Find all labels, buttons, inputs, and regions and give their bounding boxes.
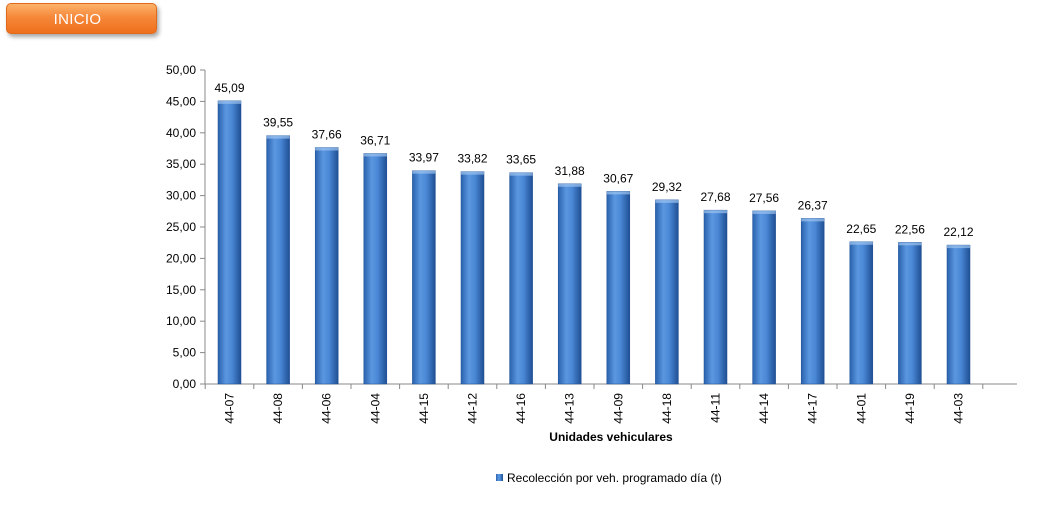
y-tick-label: 50,00 <box>166 63 196 77</box>
x-tick-label: 44-01 <box>854 393 868 424</box>
data-label: 22,65 <box>846 222 876 236</box>
data-label: 22,12 <box>943 225 973 239</box>
x-tick-label: 44-07 <box>223 393 237 424</box>
data-label: 29,32 <box>652 180 682 194</box>
x-tick-label: 44-06 <box>320 393 334 424</box>
y-tick-label: 10,00 <box>166 314 196 328</box>
y-tick-label: 45,00 <box>166 94 196 108</box>
y-axis: 0,00 5,00 10,00 15,00 20,00 25,00 30,00 35,00 40… <box>166 63 206 391</box>
data-label: 33,97 <box>409 151 439 165</box>
data-labels: 45,09 39,55 37,66 36,71 33,97 33,82 33,65 31,88… <box>214 81 973 239</box>
x-tick-label: 44-17 <box>806 393 820 424</box>
x-tick-label: 44-16 <box>514 393 528 424</box>
y-tick-label: 0,00 <box>173 377 197 391</box>
y-tick-label: 30,00 <box>166 189 196 203</box>
bar <box>314 147 339 385</box>
data-label: 45,09 <box>214 81 244 95</box>
y-tick-label: 40,00 <box>166 126 196 140</box>
y-tick-label: 25,00 <box>166 220 196 234</box>
x-tick-label: 44-13 <box>563 393 577 424</box>
y-tick-label: 15,00 <box>166 283 196 297</box>
bar-top-bevel <box>801 218 825 222</box>
bar <box>557 183 582 385</box>
inicio-button[interactable]: INICIO <box>6 3 157 34</box>
legend: Recolección por veh. programado día (t) <box>496 471 722 485</box>
bar-top-bevel <box>461 171 484 175</box>
bar <box>606 191 631 385</box>
bar-top-bevel <box>849 241 873 245</box>
bar <box>849 241 874 385</box>
bar-top-bevel <box>266 135 290 139</box>
y-tick-label: 20,00 <box>166 251 196 265</box>
data-label: 22,56 <box>895 222 925 236</box>
bar-top-bevel <box>558 183 582 187</box>
legend-swatch <box>496 474 503 481</box>
x-tick-label: 44-09 <box>611 393 625 424</box>
bar <box>898 242 922 385</box>
bar <box>655 199 679 385</box>
data-label: 27,68 <box>700 190 730 204</box>
bar-top-bevel <box>655 199 679 203</box>
y-tick-label: 35,00 <box>166 157 196 171</box>
x-axis: 44-07 44-08 44-06 44-04 44-15 44-12 44-16 44-13… <box>204 383 1017 424</box>
bar <box>703 209 728 385</box>
bar <box>266 135 290 385</box>
x-axis-title: Unidades vehiculares <box>549 430 673 444</box>
legend-label: Recolección por veh. programado día (t) <box>507 471 722 485</box>
bar <box>946 244 971 385</box>
bar <box>800 218 825 385</box>
x-tick-label: 44-12 <box>466 393 480 424</box>
bars <box>217 100 971 385</box>
bar-top-bevel <box>752 210 776 214</box>
x-tick-label: 44-19 <box>903 393 917 424</box>
data-label: 33,65 <box>506 153 536 167</box>
data-label: 27,56 <box>749 191 779 205</box>
data-label: 31,88 <box>555 164 585 178</box>
bar <box>752 210 776 385</box>
data-label: 30,67 <box>603 171 633 185</box>
bar <box>412 170 436 385</box>
bar <box>460 171 485 385</box>
bar-top-bevel <box>218 100 241 104</box>
data-label: 39,55 <box>263 116 293 130</box>
bar <box>509 172 533 385</box>
bar <box>217 100 242 385</box>
bar-top-bevel <box>412 170 436 174</box>
x-tick-label: 44-15 <box>417 393 431 424</box>
bar-top-bevel <box>947 245 970 249</box>
bar-top-bevel <box>704 210 727 214</box>
data-label: 33,82 <box>457 152 487 166</box>
bar <box>363 153 388 385</box>
x-tick-label: 44-11 <box>709 393 723 423</box>
bar-top-bevel <box>363 153 387 157</box>
x-tick-label: 44-03 <box>952 393 966 424</box>
x-tick-label: 44-18 <box>660 393 674 424</box>
data-label: 26,37 <box>798 198 828 212</box>
x-tick-label: 44-14 <box>757 393 771 424</box>
x-tick-label: 44-04 <box>368 393 382 424</box>
bar-top-bevel <box>315 147 339 151</box>
bar-top-bevel <box>898 242 922 246</box>
data-label: 37,66 <box>312 127 342 141</box>
bar-top-bevel <box>606 191 630 195</box>
bar-top-bevel <box>509 172 533 176</box>
y-tick-label: 5,00 <box>173 346 197 360</box>
data-label: 36,71 <box>360 133 390 147</box>
x-tick-label: 44-08 <box>271 393 285 424</box>
